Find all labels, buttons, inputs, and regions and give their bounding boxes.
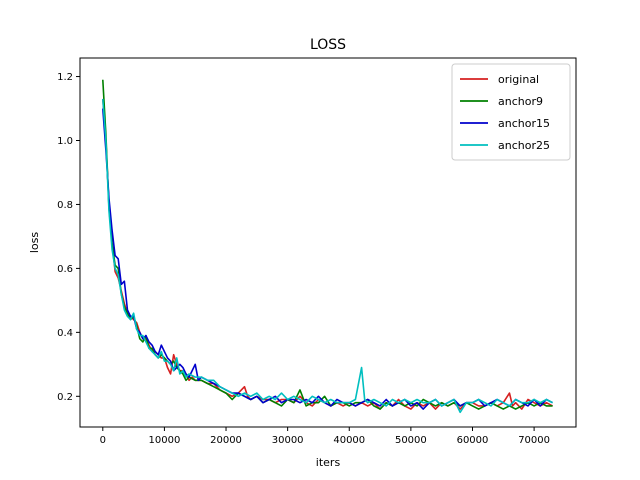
legend-label-anchor15: anchor15 [498,117,550,130]
x-axis-label: iters [316,456,341,469]
x-tick-label: 70000 [518,435,550,446]
plot-lines [102,79,553,414]
legend-box [451,63,571,161]
y-tick-label: 0.2 [57,392,73,403]
x-axis-ticks: 0 10000 20000 30000 40000 50000 60000 70000 [100,427,550,446]
x-tick-label: 20000 [210,435,242,446]
x-tick-label: 30000 [272,435,304,446]
x-tick-label: 10000 [149,435,181,446]
y-tick-label: 0.8 [57,200,73,211]
series-line-anchor15 [102,108,553,410]
x-tick-label: 40000 [333,435,365,446]
y-tick-label: 0.4 [57,328,73,339]
x-tick-label: 0 [100,435,106,446]
legend-label-anchor9: anchor9 [498,95,543,108]
y-axis-ticks: 0.2 0.4 0.6 0.8 1.0 1.2 [57,72,80,403]
plot-frame [79,57,577,428]
x-tick-label: 60000 [457,435,489,446]
legend-label-original: original [498,73,539,86]
y-tick-label: 1.2 [57,72,73,83]
y-tick-label: 1.0 [57,136,73,147]
series-line-anchor25 [102,98,553,414]
legend: original anchor9 anchor15 anchor25 [451,63,571,161]
y-tick-label: 0.6 [57,264,73,275]
y-axis-label: loss [28,232,41,254]
chart-title: LOSS [310,37,346,53]
legend-label-anchor25: anchor25 [498,139,550,152]
x-tick-label: 50000 [395,435,427,446]
